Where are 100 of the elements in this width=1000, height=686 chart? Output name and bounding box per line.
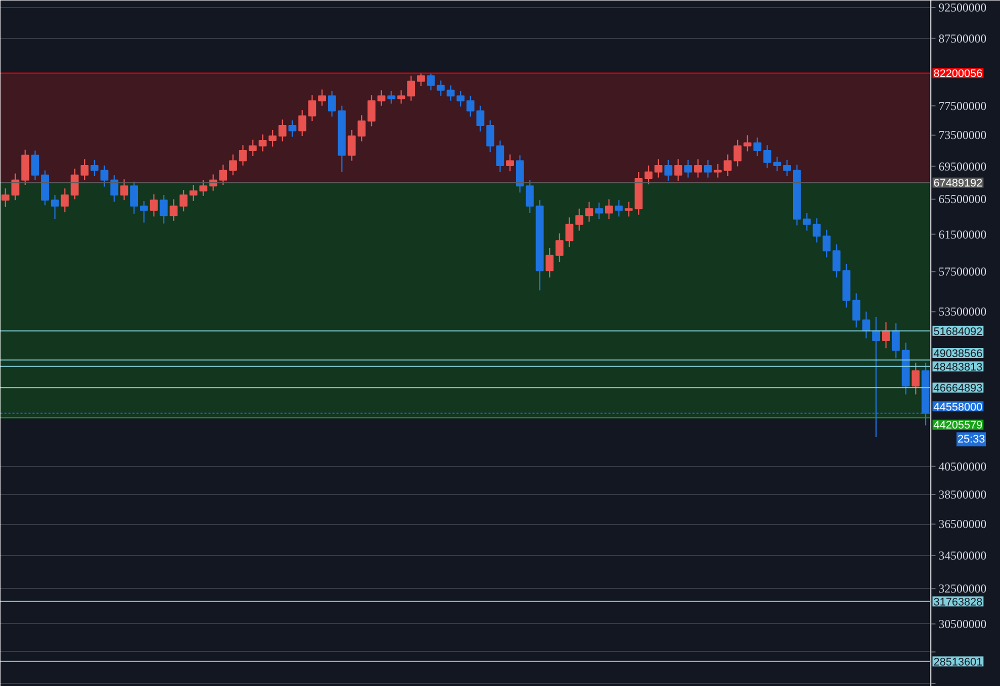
candlestick (120, 178, 128, 201)
candlestick (397, 90, 406, 104)
candlestick (595, 202, 604, 220)
candlestick (278, 118, 286, 142)
candlestick (377, 90, 386, 106)
candlestick (664, 159, 672, 182)
candlestick (70, 168, 79, 200)
candlestick (654, 158, 662, 178)
candlestick (773, 156, 782, 172)
candlestick (763, 144, 772, 169)
candlestick (912, 362, 920, 395)
ref-line-label: 44205579 (934, 420, 982, 432)
candlestick (298, 110, 306, 137)
candlestick (189, 184, 198, 202)
candlestick (486, 120, 494, 153)
candlestick (892, 322, 900, 359)
candlestick (80, 158, 89, 181)
y-tick-label: 32500000 (938, 582, 986, 596)
candlestick (476, 105, 484, 132)
candlestick (624, 201, 633, 218)
candlestick (258, 134, 267, 152)
candlestick (744, 134, 752, 152)
candlestick (734, 139, 742, 167)
candlestick (882, 322, 890, 349)
candlestick (288, 120, 296, 138)
candlestick (31, 150, 40, 181)
y-tick-label: 36500000 (938, 517, 986, 532)
ref-line-label: 48483813 (934, 361, 982, 374)
candlestick (436, 80, 445, 96)
candlestick (160, 194, 168, 224)
candlestick (694, 158, 702, 178)
candlestick (50, 194, 59, 220)
candlestick (604, 198, 613, 220)
candlestick (456, 90, 465, 108)
ref-line-label: 67489192 (934, 178, 982, 190)
candlestick (724, 154, 732, 177)
ref-line-label: 46664893 (934, 382, 982, 395)
text: 25:33 (958, 433, 986, 446)
candlestick (466, 95, 474, 118)
ref-line-label: 49038566 (934, 348, 982, 360)
candlestick (585, 201, 594, 222)
candlestick (426, 73, 435, 91)
candlestick (714, 163, 722, 178)
candlestick (802, 212, 811, 232)
candlestick (526, 179, 534, 214)
candlestick (565, 216, 574, 248)
candlestick (753, 136, 762, 157)
candlestick (308, 94, 316, 122)
candlestick (546, 247, 554, 278)
y-tick-label: 61500000 (938, 227, 986, 242)
candlestick (575, 208, 584, 232)
candlestick (358, 114, 366, 142)
candlestick (180, 189, 188, 212)
candlestick (704, 159, 712, 178)
y-tick-label: 73500000 (938, 128, 986, 142)
y-tick-label: 92500000 (938, 0, 986, 14)
candlestick (407, 75, 416, 102)
ref-line-label: 51684092 (934, 326, 982, 338)
candlestick (229, 154, 237, 176)
candlestick (822, 229, 831, 258)
candlestick (556, 232, 564, 263)
candlestick (110, 174, 118, 202)
y-tick-label: 38500000 (938, 487, 986, 502)
candlestick (238, 144, 247, 166)
y-tick-label: 77500000 (938, 98, 986, 113)
candlestick (199, 179, 208, 196)
y-tick-label: 34500000 (938, 548, 986, 562)
candlestick (130, 181, 138, 214)
candlestick (387, 90, 396, 104)
candlestick (446, 84, 455, 102)
candlestick (614, 200, 623, 218)
candlestick (150, 194, 158, 218)
candlestick (100, 164, 108, 188)
y-tick-label: 53500000 (938, 304, 986, 319)
ref-line-label: 82200056 (934, 68, 982, 80)
candlestick (60, 188, 69, 213)
candlestick (90, 159, 98, 177)
ref-line-label: 44558000 (934, 401, 982, 414)
candlestick (783, 159, 792, 177)
candlestick (11, 172, 20, 201)
candlestick (684, 159, 692, 178)
candlestick (862, 311, 870, 339)
y-tick-label: 87500000 (938, 31, 986, 46)
y-tick-label: 57500000 (938, 264, 986, 279)
candlestick (417, 72, 425, 87)
candlestick (496, 140, 504, 173)
candlestick (348, 129, 356, 162)
candlestick (506, 154, 514, 172)
candlestick (644, 164, 652, 185)
candlestick (219, 164, 228, 186)
candlestick (1, 188, 10, 208)
candlestick (170, 198, 178, 222)
candlestick (328, 90, 336, 118)
y-tick-label: 69500000 (938, 159, 986, 174)
y-tick-label: 65500000 (938, 192, 986, 206)
candlestick (368, 94, 376, 127)
y-tick-label: 40500000 (938, 459, 986, 474)
ref-line-label: 28513601 (934, 656, 982, 668)
candlestick (674, 158, 682, 182)
candlestick (140, 200, 148, 224)
